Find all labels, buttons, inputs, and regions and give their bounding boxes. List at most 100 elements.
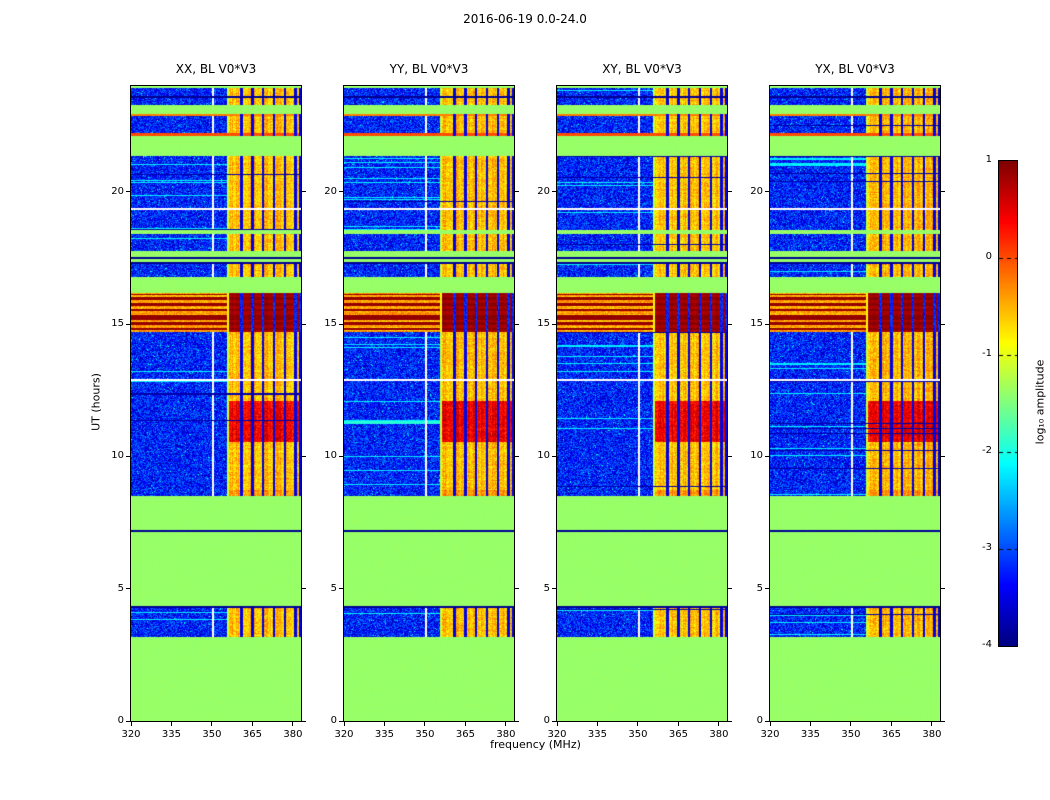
spectrogram-canvas-xx: [131, 86, 301, 721]
y-axis-tick: [552, 588, 556, 590]
x-axis-tick: [505, 722, 507, 726]
x-tick-label: 335: [800, 729, 821, 740]
y-axis-tick: [126, 323, 130, 325]
y-axis-tick-right: [728, 455, 732, 457]
y-tick-label: 5: [117, 582, 124, 594]
y-axis-tick: [552, 720, 556, 722]
y-tick-label: 20: [750, 185, 763, 197]
y-axis-tick-right: [302, 191, 306, 193]
y-tick-label: 20: [324, 185, 337, 197]
x-tick-label: 335: [374, 729, 395, 740]
x-axis-tick: [677, 722, 679, 726]
colorbar-tick-label: -3: [982, 542, 992, 553]
y-axis-tick: [339, 455, 343, 457]
y-tick-label: 5: [756, 582, 763, 594]
y-tick-label: 0: [117, 715, 124, 726]
figure-title: 2016-06-19 0.0-24.0: [463, 12, 587, 26]
y-axis-tick: [765, 720, 769, 722]
x-tick-label: 380: [283, 729, 303, 740]
x-axis-tick: [718, 722, 720, 726]
spectrogram-panel-xy: XY, BL V0*V3 320 335 350 365 380 0 5 10 15 20: [537, 62, 732, 740]
x-tick-label: 350: [202, 729, 222, 740]
x-axis-tick: [769, 722, 771, 726]
x-axis-tick: [637, 722, 639, 726]
x-axis-tick: [556, 722, 558, 726]
y-axis-tick: [552, 191, 556, 193]
y-tick-label: 10: [111, 450, 124, 462]
y-axis-tick: [552, 455, 556, 457]
y-axis-tick: [552, 323, 556, 325]
y-tick-label: 10: [750, 450, 763, 462]
y-axis-tick-right: [941, 588, 945, 590]
y-axis-tick-right: [728, 323, 732, 325]
colorbar-tick-label: 0: [985, 251, 992, 262]
x-axis-tick: [931, 722, 933, 726]
colorbar-tick-label: 1: [985, 154, 992, 165]
x-tick-label: 320: [547, 729, 567, 740]
y-tick-label: 15: [750, 318, 763, 330]
x-axis-tick: [383, 722, 385, 726]
y-tick-label: 0: [543, 715, 550, 726]
spectrogram-panel-xx: XX, BL V0*V3 320 335 350 365 380 0 5 10 15 20: [111, 62, 306, 740]
y-axis-tick-right: [941, 323, 945, 325]
x-axis-tick: [464, 722, 466, 726]
x-tick-label: 350: [415, 729, 435, 740]
x-axis-tick: [343, 722, 345, 726]
spectrogram-panel-yy: YY, BL V0*V3 320 335 350 365 380 0 5 10 15 20: [324, 62, 519, 740]
panel-title-yx: YX, BL V0*V3: [815, 62, 895, 76]
y-tick-label: 10: [537, 450, 550, 462]
y-axis-tick: [126, 191, 130, 193]
x-tick-label: 335: [587, 729, 608, 740]
y-axis-tick: [765, 323, 769, 325]
x-tick-label: 350: [628, 729, 648, 740]
y-axis-tick: [765, 191, 769, 193]
x-axis-tick: [130, 722, 132, 726]
x-axis-tick: [251, 722, 253, 726]
x-tick-label: 365: [881, 729, 901, 740]
y-tick-label: 20: [111, 185, 124, 197]
y-axis-tick-right: [515, 323, 519, 325]
y-axis-tick: [765, 455, 769, 457]
x-tick-label: 335: [161, 729, 182, 740]
y-axis-tick: [339, 588, 343, 590]
y-axis-tick: [126, 720, 130, 722]
y-tick-label: 15: [111, 318, 124, 330]
colorbar-tick-label: -1: [982, 348, 992, 359]
x-tick-label: 320: [334, 729, 354, 740]
y-axis-tick-right: [515, 191, 519, 193]
y-axis-tick-right: [302, 588, 306, 590]
y-tick-label: 0: [756, 715, 763, 726]
y-axis-tick-right: [302, 323, 306, 325]
y-axis-tick: [126, 588, 130, 590]
y-axis-tick-right: [302, 720, 306, 722]
panel-title-xy: XY, BL V0*V3: [602, 62, 682, 76]
x-tick-label: 320: [121, 729, 141, 740]
y-axis-tick-right: [515, 588, 519, 590]
colorbar: [998, 160, 1018, 647]
y-axis-tick-right: [941, 455, 945, 457]
x-axis-tick: [890, 722, 892, 726]
spectrogram-canvas-yx: [770, 86, 940, 721]
x-axis-tick: [850, 722, 852, 726]
spectrogram-panel-yx: YX, BL V0*V3 320 335 350 365 380 0 5 10 15 20: [750, 62, 945, 740]
y-tick-label: 15: [324, 318, 337, 330]
x-tick-label: 365: [455, 729, 475, 740]
y-axis-tick-right: [941, 191, 945, 193]
y-axis-tick-right: [515, 720, 519, 722]
colorbar-canvas: [999, 161, 1017, 646]
y-tick-label: 15: [537, 318, 550, 330]
x-tick-label: 380: [922, 729, 942, 740]
y-axis-tick-right: [728, 720, 732, 722]
y-tick-label: 0: [330, 715, 337, 726]
y-axis-tick: [339, 191, 343, 193]
x-axis-tick: [596, 722, 598, 726]
panel-title-xx: XX, BL V0*V3: [175, 62, 257, 76]
y-axis-tick-right: [728, 191, 732, 193]
y-axis-tick-right: [728, 588, 732, 590]
panel-title-yy: YY, BL V0*V3: [389, 62, 469, 76]
y-axis-tick: [339, 323, 343, 325]
x-tick-label: 365: [668, 729, 688, 740]
colorbar-tick-label: -2: [982, 445, 992, 456]
x-axis-tick: [424, 722, 426, 726]
